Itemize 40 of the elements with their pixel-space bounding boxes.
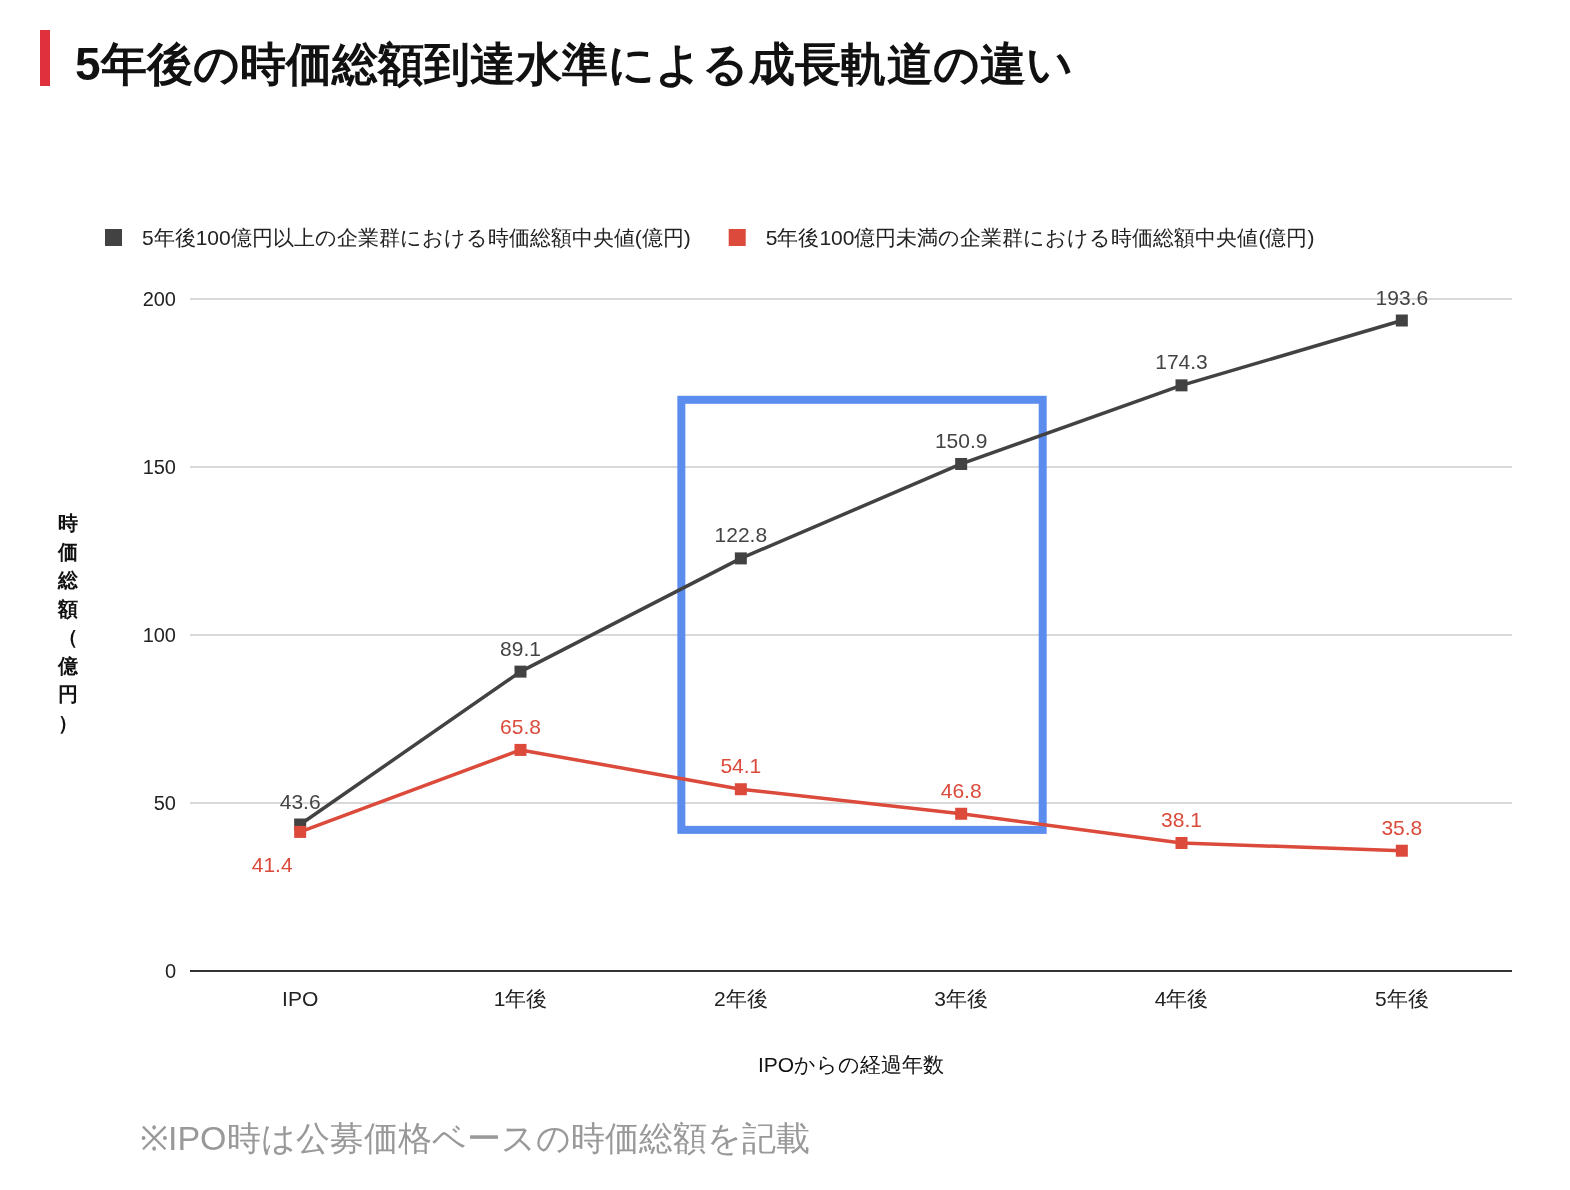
text: ※IPO時は公募価格ベースの時価総額を記載 <box>140 1119 810 1157</box>
data-label: 150.9 <box>934 428 988 452</box>
point <box>955 807 968 820</box>
legend-label: 5年後100億円以上の企業群における時価総額中央値(億円) <box>142 226 691 249</box>
y-tick-label: 50 <box>153 792 176 814</box>
x-tick-label: 1年後 <box>493 987 548 1010</box>
chart-title: 5年後の時価総額到達水準による成長軌道の違い <box>75 38 1073 90</box>
y-axis-title: 時価総額（億円） <box>57 512 79 734</box>
data-label: 35.8 <box>1381 815 1423 839</box>
x-axis-title: IPOからの経過年数 <box>757 1053 945 1076</box>
point <box>734 552 747 565</box>
point <box>955 457 968 470</box>
data-label: 65.8 <box>500 714 541 738</box>
data-label: 89.1 <box>500 636 541 660</box>
point <box>1395 844 1408 857</box>
data-label: 43.6 <box>279 789 321 813</box>
point <box>294 825 307 838</box>
x-tick-label: 2年後 <box>713 987 768 1010</box>
data-label: 174.3 <box>1155 350 1208 374</box>
point <box>514 743 527 756</box>
point <box>514 665 527 678</box>
data-label: 193.6 <box>1375 285 1429 309</box>
data-label: 38.1 <box>1161 807 1202 831</box>
y-tick-label: 200 <box>142 288 176 310</box>
point <box>1395 314 1408 327</box>
data-label: 41.4 <box>251 852 293 876</box>
data-label: 122.8 <box>714 523 768 547</box>
x-tick-label: 3年後 <box>934 987 989 1010</box>
point <box>1175 836 1188 849</box>
y-tick-label: 150 <box>142 456 176 478</box>
data-label: 46.8 <box>940 778 982 802</box>
x-tick-label: 5年後 <box>1374 987 1429 1010</box>
x-tick-label: IPO <box>282 987 319 1010</box>
y-tick-label: 100 <box>142 624 176 646</box>
y-tick-label: 0 <box>164 960 176 982</box>
data-label: 54.1 <box>720 754 762 778</box>
x-tick-label: 4年後 <box>1154 987 1209 1010</box>
legend-label: 5年後100億円未満の企業群における時価総額中央値(億円) <box>765 226 1315 249</box>
point <box>1175 379 1188 392</box>
point <box>734 783 747 796</box>
